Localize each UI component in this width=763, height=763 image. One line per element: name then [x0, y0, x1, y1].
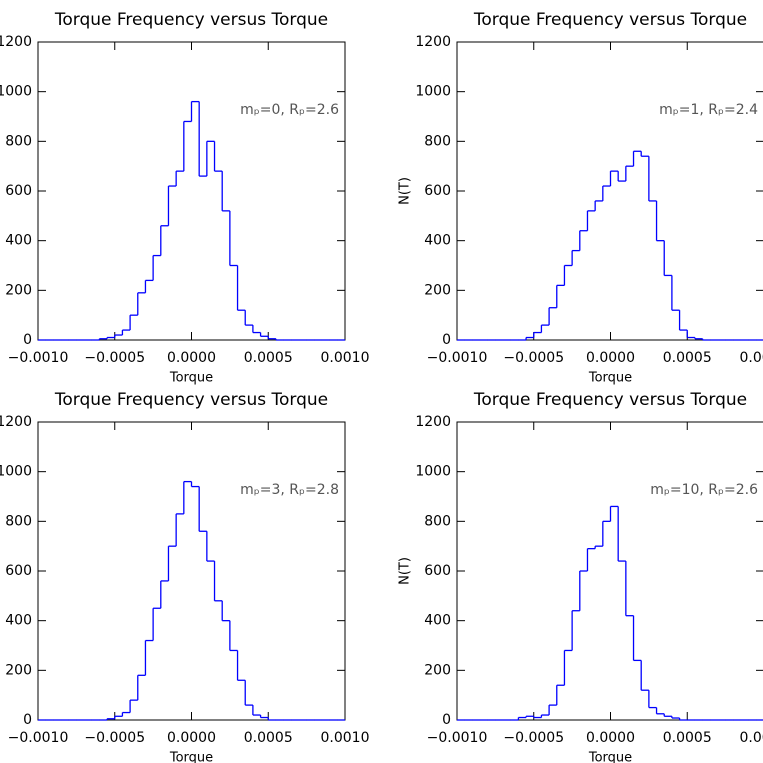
x-axis-label: Torque	[588, 751, 632, 763]
y-tick-label: 200	[424, 662, 451, 678]
y-tick-label: 1000	[415, 464, 451, 480]
x-tick-label: 0.0000	[586, 350, 635, 366]
y-tick-label: 1000	[0, 464, 32, 480]
x-tick-label: −0.0010	[427, 350, 488, 366]
y-tick-label: 0	[442, 712, 451, 728]
y-axis-label: N(T)	[398, 177, 413, 205]
y-tick-label: 800	[424, 513, 451, 529]
y-tick-label: 0	[23, 332, 32, 348]
x-tick-label: 0.0000	[167, 730, 216, 746]
x-tick-label: 0.0010	[321, 730, 370, 746]
plot-frame	[456, 421, 763, 721]
y-tick-label: 0	[23, 712, 32, 728]
x-tick-label: −0.0010	[427, 730, 488, 746]
plot-frame	[37, 41, 346, 341]
y-tick-label: 800	[5, 133, 32, 149]
y-tick-label: 0	[442, 332, 451, 348]
x-tick-label: −0.0010	[8, 350, 69, 366]
y-tick-label: 600	[5, 563, 32, 579]
y-tick-label: 1000	[415, 84, 451, 100]
y-tick-label: 1200	[0, 34, 32, 50]
x-tick-label: −0.0005	[503, 730, 564, 746]
y-tick-label: 1000	[0, 84, 32, 100]
y-tick-label: 800	[424, 133, 451, 149]
x-axis-label: Torque	[169, 371, 213, 386]
y-tick-label: 600	[424, 563, 451, 579]
x-tick-label: 0.0010	[740, 350, 763, 366]
y-tick-label: 1200	[0, 414, 32, 430]
x-tick-label: 0.0005	[663, 730, 712, 746]
x-tick-label: 0.0005	[663, 350, 712, 366]
y-tick-label: 400	[5, 233, 32, 249]
y-tick-label: 200	[5, 662, 32, 678]
x-tick-label: 0.0010	[740, 730, 763, 746]
y-tick-label: 600	[424, 183, 451, 199]
y-tick-label: 1200	[415, 414, 451, 430]
annotation: mₚ=10, Rₚ=2.6	[650, 482, 758, 498]
chart-title: Torque Frequency versus Torque	[54, 10, 328, 30]
y-tick-label: 200	[5, 282, 32, 298]
x-tick-label: 0.0005	[244, 350, 293, 366]
plot-frame	[456, 41, 763, 341]
x-axis-label: Torque	[588, 371, 632, 386]
y-tick-label: 200	[424, 282, 451, 298]
chart-title: Torque Frequency versus Torque	[473, 390, 747, 410]
x-tick-label: −0.0005	[84, 350, 145, 366]
chart-title: Torque Frequency versus Torque	[473, 10, 747, 30]
annotation: mₚ=3, Rₚ=2.8	[240, 482, 339, 498]
x-tick-label: −0.0005	[503, 350, 564, 366]
y-axis-label: N(T)	[398, 557, 413, 585]
y-tick-label: 800	[5, 513, 32, 529]
y-tick-label: 400	[5, 613, 32, 629]
x-tick-label: 0.0000	[167, 350, 216, 366]
annotation: mₚ=1, Rₚ=2.4	[659, 102, 758, 118]
x-axis-label: Torque	[169, 751, 213, 763]
x-tick-label: 0.0000	[586, 730, 635, 746]
y-tick-label: 600	[5, 183, 32, 199]
x-tick-label: −0.0010	[8, 730, 69, 746]
plot-frame	[37, 421, 346, 721]
y-tick-label: 1200	[415, 34, 451, 50]
y-tick-label: 400	[424, 233, 451, 249]
x-tick-label: 0.0005	[244, 730, 293, 746]
y-tick-label: 400	[424, 613, 451, 629]
x-tick-label: 0.0010	[321, 350, 370, 366]
chart-title: Torque Frequency versus Torque	[54, 390, 328, 410]
annotation: mₚ=0, Rₚ=2.6	[240, 102, 339, 118]
x-tick-label: −0.0005	[84, 730, 145, 746]
